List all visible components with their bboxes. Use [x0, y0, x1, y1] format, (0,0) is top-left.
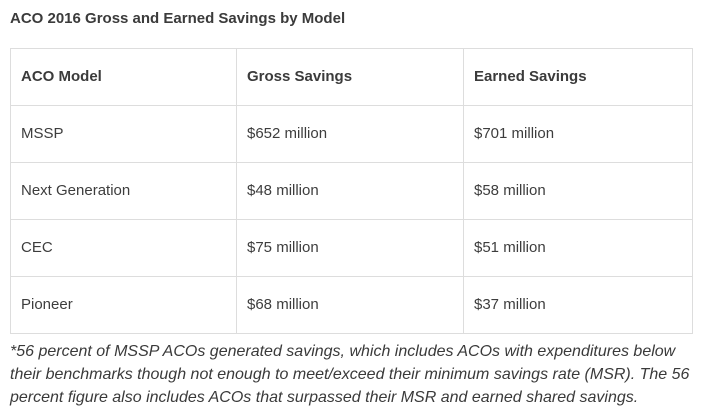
cell-earned: $701 million: [463, 105, 693, 163]
column-header-earned-savings: Earned Savings: [463, 48, 693, 106]
cell-gross: $68 million: [236, 276, 464, 334]
cell-earned: $51 million: [463, 219, 693, 277]
table-row: CEC $75 million $51 million: [10, 219, 693, 277]
cell-earned: $58 million: [463, 162, 693, 220]
table-row: Pioneer $68 million $37 million: [10, 276, 693, 334]
column-header-gross-savings: Gross Savings: [236, 48, 464, 106]
cell-gross: $652 million: [236, 105, 464, 163]
cell-model: CEC: [10, 219, 237, 277]
cell-model: MSSP: [10, 105, 237, 163]
page-title: ACO 2016 Gross and Earned Savings by Mod…: [10, 10, 346, 27]
table-row: MSSP $652 million $701 million: [10, 105, 693, 163]
cell-model: Next Generation: [10, 162, 237, 220]
column-header-aco-model: ACO Model: [10, 48, 237, 106]
table-row: Next Generation $48 million $58 million: [10, 162, 693, 220]
cell-earned: $37 million: [463, 276, 693, 334]
cell-gross: $48 million: [236, 162, 464, 220]
table-header-row: ACO Model Gross Savings Earned Savings: [10, 48, 693, 106]
savings-table: ACO Model Gross Savings Earned Savings M…: [10, 48, 693, 334]
footnote-text: *56 percent of MSSP ACOs generated savin…: [10, 343, 690, 406]
cell-model: Pioneer: [10, 276, 237, 334]
cell-gross: $75 million: [236, 219, 464, 277]
